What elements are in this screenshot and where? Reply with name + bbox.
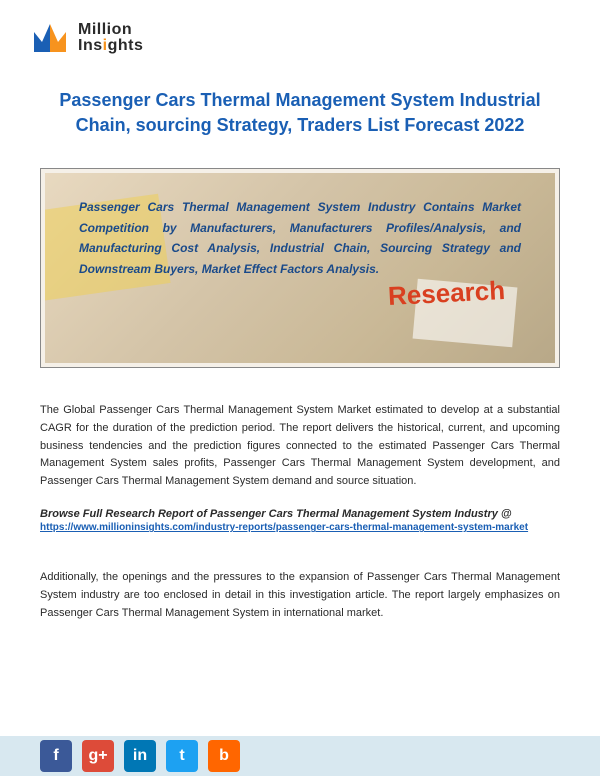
logo-text: Million Insights — [78, 22, 143, 54]
footer: f g+ in t b — [0, 736, 600, 776]
blogger-icon[interactable]: b — [208, 740, 240, 772]
hero-summary: Passenger Cars Thermal Management System… — [45, 173, 555, 303]
paragraph-2: Additionally, the openings and the press… — [0, 549, 600, 632]
logo-icon — [30, 18, 70, 58]
linkedin-icon[interactable]: in — [124, 740, 156, 772]
browse-label: Browse Full Research Report of Passenger… — [0, 500, 600, 522]
googleplus-icon[interactable]: g+ — [82, 740, 114, 772]
report-url[interactable]: https://www.millioninsights.com/industry… — [0, 522, 600, 549]
header: Million Insights — [0, 0, 600, 68]
page-title: Passenger Cars Thermal Management System… — [0, 68, 600, 158]
hero-box: Research Passenger Cars Thermal Manageme… — [40, 168, 560, 368]
logo-line2: Insights — [78, 38, 143, 54]
logo-line1: Million — [78, 22, 143, 38]
twitter-icon[interactable]: t — [166, 740, 198, 772]
paragraph-1: The Global Passenger Cars Thermal Manage… — [0, 378, 600, 500]
facebook-icon[interactable]: f — [40, 740, 72, 772]
